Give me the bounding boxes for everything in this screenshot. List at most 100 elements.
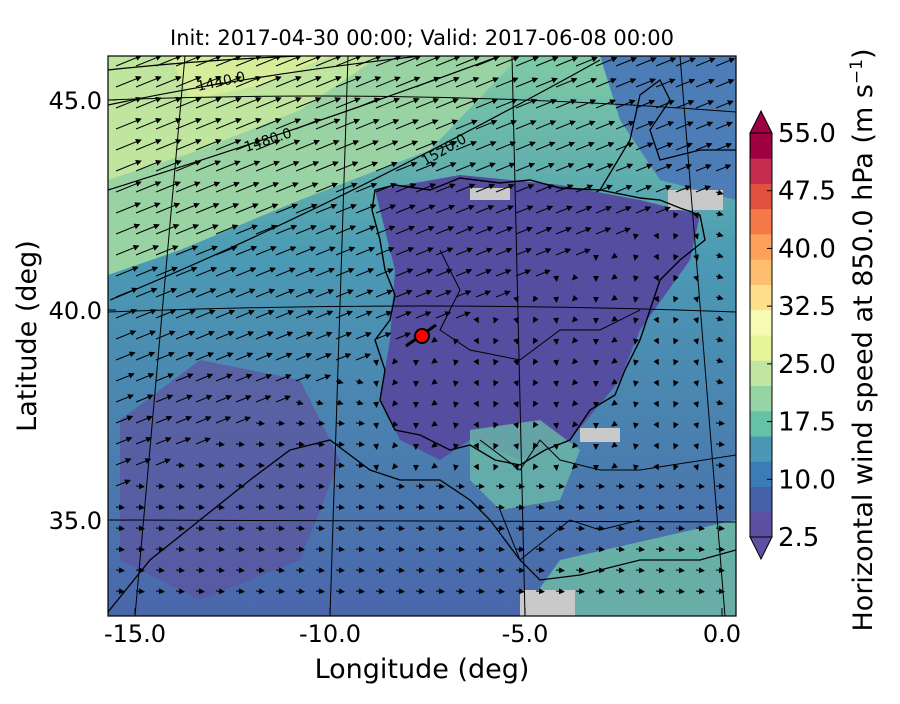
wind-vector [456, 507, 464, 508]
wind-vector [336, 423, 344, 424]
wind-vector [476, 486, 484, 487]
wind-vector [316, 423, 324, 424]
wind-vector [556, 339, 557, 344]
wind-vector [276, 465, 284, 466]
wind-vector [136, 549, 144, 550]
wind-vector [596, 486, 604, 487]
wind-vector [656, 528, 664, 529]
wind-vector [456, 570, 464, 571]
wind-vector [176, 507, 184, 508]
colorbar-segment [750, 335, 772, 361]
wind-vector [536, 486, 544, 487]
colorbar-tick-label: 2.5 [778, 523, 819, 553]
wind-vector [156, 486, 164, 487]
wind-vector [376, 402, 377, 407]
wind-vector [216, 591, 224, 592]
wind-vector [156, 507, 164, 508]
colorbar-tick-label: 32.5 [778, 292, 836, 322]
wind-vector [676, 486, 684, 487]
wind-vector [376, 465, 377, 470]
colorbar-segment [750, 310, 772, 336]
wind-vector [556, 276, 557, 281]
wind-vector [336, 591, 344, 592]
colorbar-segment [750, 386, 772, 412]
wind-vector [176, 591, 184, 592]
wind-vector [396, 591, 404, 592]
wind-vector [356, 465, 364, 466]
colorbar-segment [750, 259, 772, 285]
colorbar-segment [750, 411, 772, 437]
wind-vector [276, 528, 284, 529]
wind-vector [156, 591, 164, 592]
wind-vector [596, 528, 604, 529]
wind-vector [636, 507, 644, 508]
wind-vector [316, 549, 324, 550]
wind-vector [336, 570, 344, 571]
wind-vector [636, 591, 644, 592]
wind-vector [436, 549, 444, 550]
wind-vector [596, 570, 604, 571]
colorbar-tick-label: 40.0 [778, 234, 836, 264]
colorbar-segment [750, 158, 772, 184]
wind-vector [516, 570, 524, 571]
wind-vector [676, 570, 684, 571]
wind-vector [216, 507, 224, 508]
wind-vector [236, 570, 244, 571]
wind-vector [316, 465, 324, 466]
colorbar-label-text: Horizontal wind speed at 850.0 hPa (m s [848, 84, 879, 631]
wind-vector [196, 549, 204, 550]
wind-vector [536, 570, 544, 571]
wind-vector [536, 591, 544, 592]
wind-vector [316, 507, 324, 508]
wind-vector [356, 444, 364, 445]
wind-vector [636, 486, 644, 487]
wind-vector [596, 591, 604, 592]
wind-vector [456, 528, 464, 529]
wind-vector [596, 549, 604, 550]
wind-vector [456, 591, 464, 592]
wind-vector [296, 570, 304, 571]
wind-vector [256, 465, 264, 466]
wind-vector [236, 444, 244, 445]
wind-vector [196, 507, 204, 508]
wind-vector [376, 360, 377, 365]
x-tick-label: -5.0 [502, 620, 549, 648]
wind-vector [136, 486, 144, 487]
wind-vector [436, 507, 444, 508]
wind-vector [656, 570, 664, 571]
wind-vector [376, 423, 377, 428]
wind-vector [336, 465, 344, 466]
wind-vector [456, 486, 464, 487]
wind-vector [296, 549, 304, 550]
wind-vector [136, 591, 144, 592]
colorbar-segment [750, 512, 772, 538]
y-tick-label: 45.0 [49, 87, 102, 115]
colorbar-extend-min [750, 537, 772, 559]
wind-vector [176, 570, 184, 571]
y-tick-label: 35.0 [49, 507, 102, 535]
colorbar-segment [750, 436, 772, 462]
wind-vector [136, 507, 144, 508]
wind-vector [716, 423, 724, 424]
wind-vector [396, 486, 404, 487]
wind-vector [176, 486, 184, 487]
wind-vector [556, 549, 564, 550]
wind-vector [276, 486, 284, 487]
wind-vector [556, 465, 557, 470]
wind-vector [556, 444, 557, 449]
wind-vector [316, 570, 324, 571]
wind-vector [216, 486, 224, 487]
colorbar-label-close: ) [848, 48, 879, 59]
colorbar-tick-label: 47.5 [778, 177, 836, 207]
wind-vector [156, 570, 164, 571]
colorbar-tick-label: 25.0 [778, 350, 836, 380]
wind-vector [216, 549, 224, 550]
wind-vector [296, 444, 304, 445]
wind-vector [516, 591, 524, 592]
wind-vector [116, 528, 124, 529]
wind-vector [376, 507, 384, 508]
wind-vector [316, 591, 324, 592]
wind-vector [616, 507, 624, 508]
wind-vector [376, 381, 377, 386]
wind-vector [496, 570, 504, 571]
